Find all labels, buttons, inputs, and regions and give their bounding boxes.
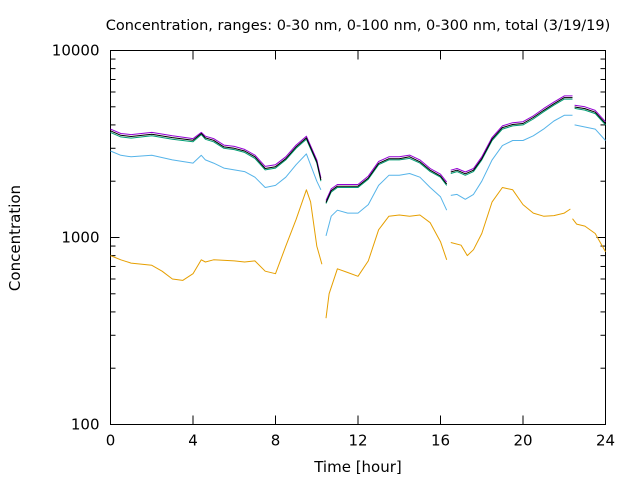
series-2-line <box>325 173 448 237</box>
series-4-line <box>450 95 573 173</box>
series-group <box>110 95 606 319</box>
series-4-line <box>325 154 448 201</box>
x-tick-label: 16 <box>431 432 450 450</box>
x-axis-label: Time [hour] <box>313 458 402 476</box>
x-tick-label: 8 <box>271 432 281 450</box>
series-2-line <box>110 150 322 191</box>
chart-title: Concentration, ranges: 0-30 nm, 0-100 nm… <box>106 18 611 34</box>
plot-frame <box>110 50 606 425</box>
y-axis-label: Concentration <box>6 185 24 291</box>
series-3-line <box>325 157 448 204</box>
series-4-line <box>574 104 606 123</box>
series-4-line <box>110 128 322 179</box>
series-1-line <box>110 189 323 281</box>
x-tick-label: 4 <box>188 432 198 450</box>
series-5-line <box>450 97 573 175</box>
series-5-line <box>325 156 448 203</box>
series-1-line <box>572 218 606 252</box>
series-5-line <box>574 106 606 124</box>
x-tick-label: 20 <box>513 432 532 450</box>
x-tick-label: 0 <box>106 432 116 450</box>
series-5-line <box>110 130 322 181</box>
series-3-line <box>110 131 322 182</box>
y-tick-label: 10000 <box>52 42 100 60</box>
series-1-line <box>325 214 448 319</box>
series-1-line <box>450 187 571 257</box>
x-tick-label: 12 <box>348 432 367 450</box>
y-tick-label: 1000 <box>61 229 99 247</box>
x-tick-label: 24 <box>596 432 615 450</box>
series-2-line <box>450 114 573 200</box>
series-2-line <box>574 124 606 141</box>
series-3-line <box>450 98 573 176</box>
series-3-line <box>574 107 606 126</box>
axis-ticks: 0 4 8 12 16 20 24 100 1000 10000 <box>52 42 615 450</box>
y-tick-label: 100 <box>71 416 100 434</box>
